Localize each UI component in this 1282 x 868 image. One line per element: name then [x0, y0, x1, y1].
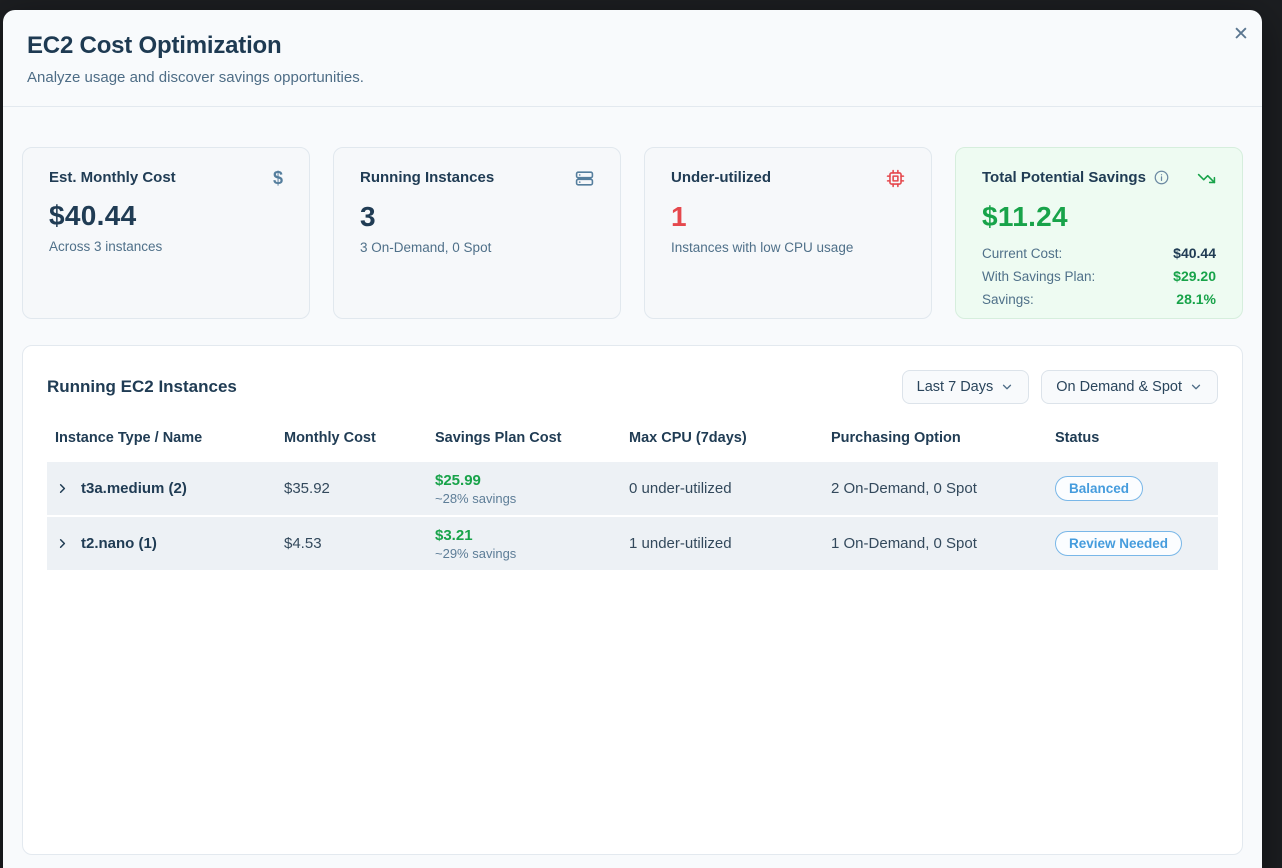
table-header-row: Instance Type / Name Monthly Cost Saving… [47, 430, 1218, 462]
running-instances-value: 3 [360, 201, 594, 233]
cpu-icon [886, 169, 905, 188]
section-title: Running EC2 Instances [47, 377, 237, 397]
col-purchasing-option: Purchasing Option [831, 430, 1055, 446]
max-cpu-cell: 0 under-utilized [629, 480, 831, 497]
purchase-type-dropdown[interactable]: On Demand & Spot [1041, 370, 1218, 404]
under-utilized-value: 1 [671, 201, 905, 233]
card-label: Under-utilized [671, 169, 771, 186]
close-icon: ✕ [1233, 24, 1249, 45]
table-row[interactable]: t3a.medium (2) $35.92 $25.99 ~28% saving… [47, 462, 1218, 515]
potential-savings-value: $11.24 [982, 201, 1216, 233]
purchasing-option-cell: 2 On-Demand, 0 Spot [831, 480, 1055, 497]
with-savings-plan-label: With Savings Plan: [982, 269, 1095, 284]
savings-pct-cell: ~29% savings [435, 546, 629, 561]
chevron-right-icon[interactable] [55, 536, 70, 551]
modal-header: EC2 Cost Optimization Analyze usage and … [3, 10, 1262, 107]
col-savings-plan-cost: Savings Plan Cost [435, 430, 629, 446]
savings-pct-row: Savings: 28.1% [982, 291, 1216, 307]
table-row[interactable]: t2.nano (1) $4.53 $3.21 ~29% savings 1 u… [47, 517, 1218, 570]
status-badge: Balanced [1055, 476, 1143, 501]
monthly-cost-cell: $35.92 [284, 480, 435, 497]
purchase-type-value: On Demand & Spot [1056, 379, 1182, 395]
chevron-down-icon [1000, 380, 1014, 394]
savings-plan-cost-cell: $3.21 [435, 527, 629, 544]
savings-pct-label: Savings: [982, 292, 1034, 307]
card-label: Running Instances [360, 169, 494, 186]
time-range-dropdown[interactable]: Last 7 Days [902, 370, 1030, 404]
card-label: Est. Monthly Cost [49, 169, 176, 186]
with-savings-plan-value: $29.20 [1173, 268, 1216, 284]
savings-breakdown: Current Cost: $40.44 With Savings Plan: … [982, 245, 1216, 307]
col-max-cpu: Max CPU (7days) [629, 430, 831, 446]
purchasing-option-cell: 1 On-Demand, 0 Spot [831, 535, 1055, 552]
monthly-cost-value: $40.44 [49, 200, 283, 232]
chevron-down-icon [1189, 380, 1203, 394]
max-cpu-cell: 1 under-utilized [629, 535, 831, 552]
instance-name: t3a.medium (2) [81, 480, 187, 497]
dollar-icon: $ [273, 169, 283, 187]
time-range-value: Last 7 Days [917, 379, 994, 395]
ec2-cost-optimization-modal: EC2 Cost Optimization Analyze usage and … [3, 10, 1262, 868]
under-utilized-subtext: Instances with low CPU usage [671, 240, 905, 255]
page-subtitle: Analyze usage and discover savings oppor… [27, 69, 1238, 86]
running-instances-panel: Running EC2 Instances Last 7 Days On Dem… [22, 345, 1243, 855]
summary-cards-row: Est. Monthly Cost $ $40.44 Across 3 inst… [22, 147, 1243, 319]
monthly-cost-cell: $4.53 [284, 535, 435, 552]
col-monthly-cost: Monthly Cost [284, 430, 435, 446]
close-button[interactable]: ✕ [1228, 22, 1254, 48]
monthly-cost-subtext: Across 3 instances [49, 239, 283, 254]
modal-body: Est. Monthly Cost $ $40.44 Across 3 inst… [3, 107, 1262, 855]
trending-down-icon [1197, 169, 1216, 188]
with-savings-plan-row: With Savings Plan: $29.20 [982, 268, 1216, 284]
col-status: Status [1055, 430, 1218, 446]
card-running-instances: Running Instances 3 3 On-Demand, 0 Spot [333, 147, 621, 319]
savings-plan-cost-cell: $25.99 [435, 472, 629, 489]
card-est-monthly-cost: Est. Monthly Cost $ $40.44 Across 3 inst… [22, 147, 310, 319]
savings-pct-value: 28.1% [1176, 291, 1216, 307]
page-title: EC2 Cost Optimization [27, 32, 1238, 60]
card-label: Total Potential Savings [982, 169, 1146, 186]
col-instance-type: Instance Type / Name [55, 430, 284, 446]
card-under-utilized: Under-utilized 1 Instances with low CPU … [644, 147, 932, 319]
info-icon[interactable] [1154, 170, 1169, 185]
instance-name: t2.nano (1) [81, 535, 157, 552]
savings-pct-cell: ~28% savings [435, 491, 629, 506]
chevron-right-icon[interactable] [55, 481, 70, 496]
current-cost-label: Current Cost: [982, 246, 1062, 261]
server-icon [575, 169, 594, 188]
current-cost-value: $40.44 [1173, 245, 1216, 261]
running-instances-subtext: 3 On-Demand, 0 Spot [360, 240, 594, 255]
card-total-potential-savings: Total Potential Savings $11.24 Current C… [955, 147, 1243, 319]
table-filters: Last 7 Days On Demand & Spot [902, 370, 1218, 404]
status-badge: Review Needed [1055, 531, 1182, 556]
current-cost-row: Current Cost: $40.44 [982, 245, 1216, 261]
